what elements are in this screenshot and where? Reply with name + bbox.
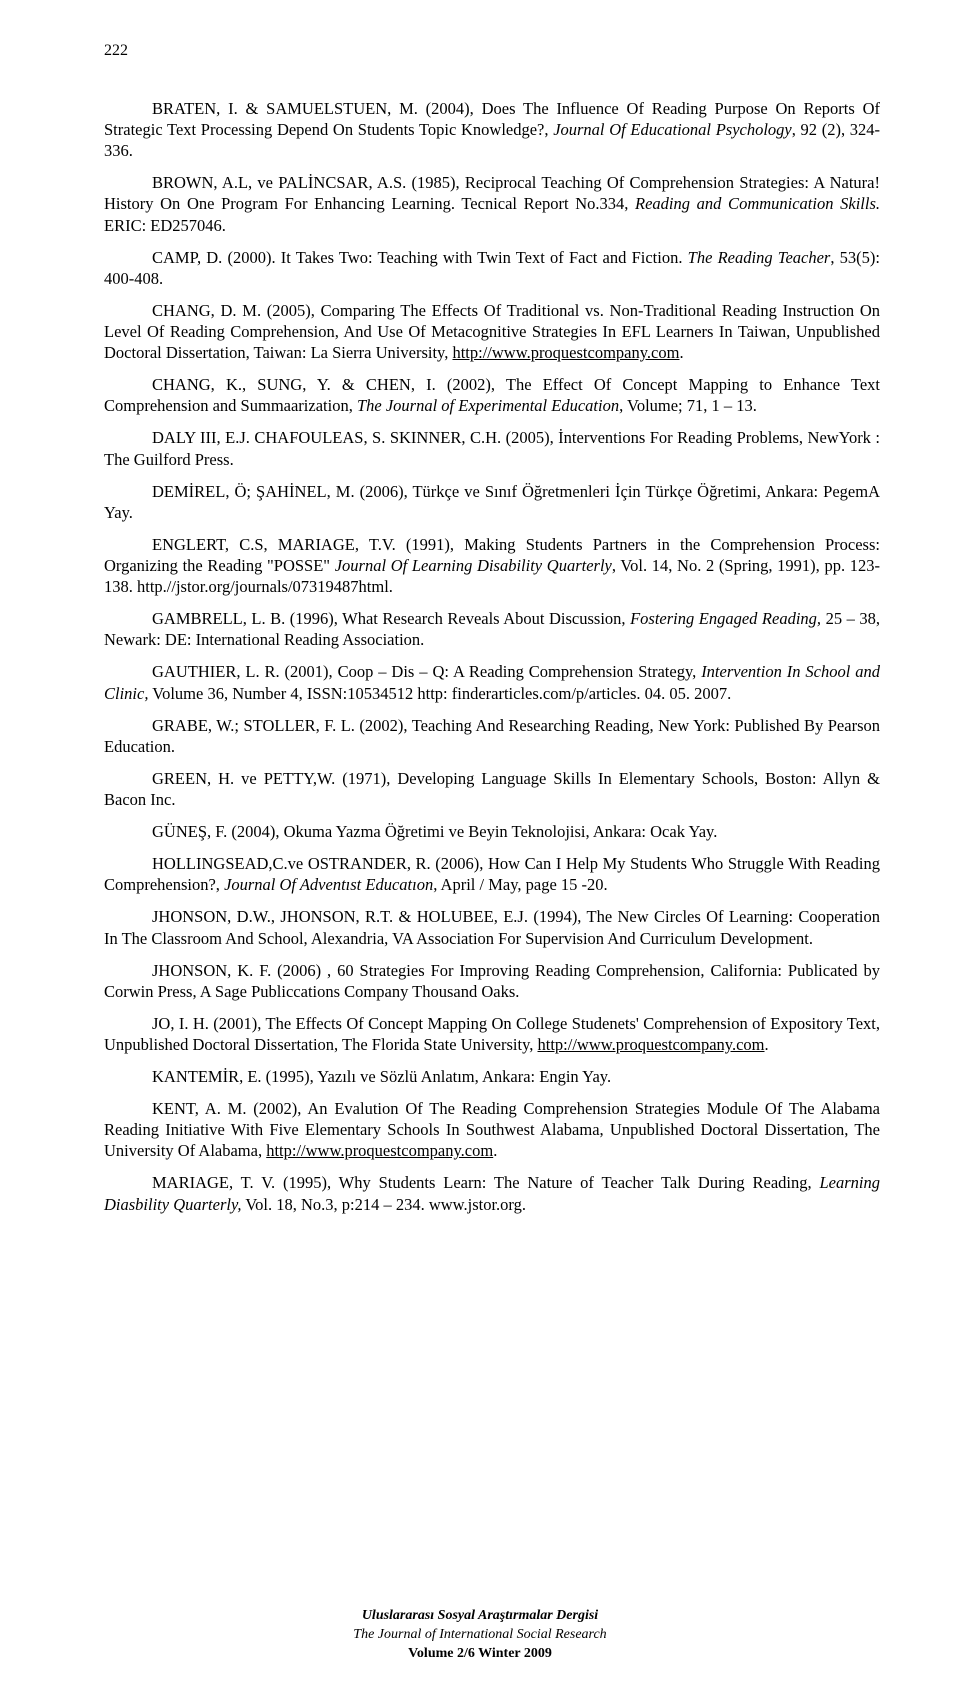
reference-entry: JHONSON, K. F. (2006) , 60 Strategies Fo… (104, 960, 880, 1002)
reference-entry: DALY III, E.J. CHAFOULEAS, S. SKINNER, C… (104, 427, 880, 469)
reference-entry: GAMBRELL, L. B. (1996), What Research Re… (104, 608, 880, 650)
reference-entry: BROWN, A.L, ve PALİNCSAR, A.S. (1985), R… (104, 172, 880, 235)
reference-entry: GÜNEŞ, F. (2004), Okuma Yazma Öğretimi v… (104, 821, 880, 842)
reference-entry: CAMP, D. (2000). It Takes Two: Teaching … (104, 247, 880, 289)
page-number: 222 (104, 42, 880, 60)
reference-entry: JO, I. H. (2001), The Effects Of Concept… (104, 1013, 880, 1055)
reference-entry: HOLLINGSEAD,C.ve OSTRANDER, R. (2006), H… (104, 853, 880, 895)
reference-entry: GREEN, H. ve PETTY,W. (1971), Developing… (104, 768, 880, 810)
page-footer: Uluslararası Sosyal Araştırmalar Dergisi… (0, 1607, 960, 1664)
footer-journal-tr: Uluslararası Sosyal Araştırmalar Dergisi (0, 1607, 960, 1626)
reference-entry: JHONSON, D.W., JHONSON, R.T. & HOLUBEE, … (104, 906, 880, 948)
reference-entry: ENGLERT, C.S, MARIAGE, T.V. (1991), Maki… (104, 534, 880, 597)
reference-entry: GRABE, W.; STOLLER, F. L. (2002), Teachi… (104, 715, 880, 757)
footer-journal-en: The Journal of International Social Rese… (0, 1626, 960, 1645)
reference-entry: KANTEMİR, E. (1995), Yazılı ve Sözlü Anl… (104, 1066, 880, 1087)
reference-entry: BRATEN, I. & SAMUELSTUEN, M. (2004), Doe… (104, 98, 880, 161)
references-list: BRATEN, I. & SAMUELSTUEN, M. (2004), Doe… (104, 98, 880, 1215)
reference-entry: CHANG, D. M. (2005), Comparing The Effec… (104, 300, 880, 363)
reference-entry: CHANG, K., SUNG, Y. & CHEN, I. (2002), T… (104, 374, 880, 416)
reference-entry: GAUTHIER, L. R. (2001), Coop – Dis – Q: … (104, 661, 880, 703)
reference-entry: DEMİREL, Ö; ŞAHİNEL, M. (2006), Türkçe v… (104, 481, 880, 523)
reference-entry: MARIAGE, T. V. (1995), Why Students Lear… (104, 1172, 880, 1214)
footer-volume: Volume 2/6 Winter 2009 (0, 1645, 960, 1664)
reference-entry: KENT, A. M. (2002), An Evalution Of The … (104, 1098, 880, 1161)
